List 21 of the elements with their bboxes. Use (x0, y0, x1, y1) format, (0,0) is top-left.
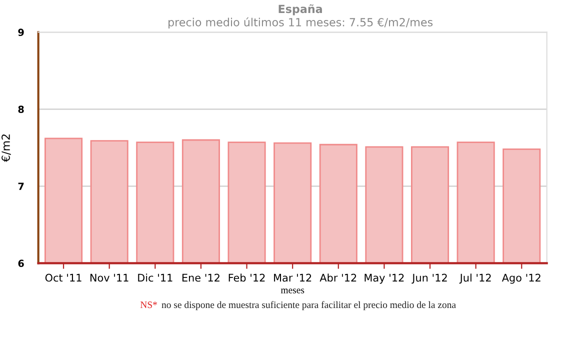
x-tick-label: Mar '12 (274, 274, 312, 282)
x-tick-label: Ago '12 (502, 274, 540, 284)
chart-subtitle: precio medio últimos 11 meses: 7.55 €/m2/mes (168, 17, 433, 29)
x-tick-label: Ene '12 (182, 274, 220, 282)
x-tick-label: Nov '11 (90, 274, 128, 282)
chart-title: España (278, 4, 322, 16)
x-tick-label: Feb '12 (228, 274, 265, 282)
text: no se dispone de muestra suficiente para facilitar el precio medio de la zona (162, 301, 456, 310)
x-tick-label: Abr '12 (320, 274, 356, 282)
y-axis-title: €/m2 (2, 134, 11, 162)
x-axis-title: meses (280, 288, 304, 294)
x-tick-label: Dic '11 (138, 274, 172, 282)
x-tick-label: Jul '12 (459, 274, 491, 284)
y-tick-label: 7 (18, 182, 24, 190)
y-tick-label: 9 (18, 28, 24, 36)
y-tick-label: 6 (18, 260, 24, 268)
text: NS* (140, 302, 157, 308)
x-tick-label: Oct '11 (45, 274, 82, 282)
x-tick-label: May '12 (364, 274, 404, 284)
x-tick-label: Jun '12 (412, 274, 447, 284)
y-tick-label: 8 (18, 106, 24, 114)
